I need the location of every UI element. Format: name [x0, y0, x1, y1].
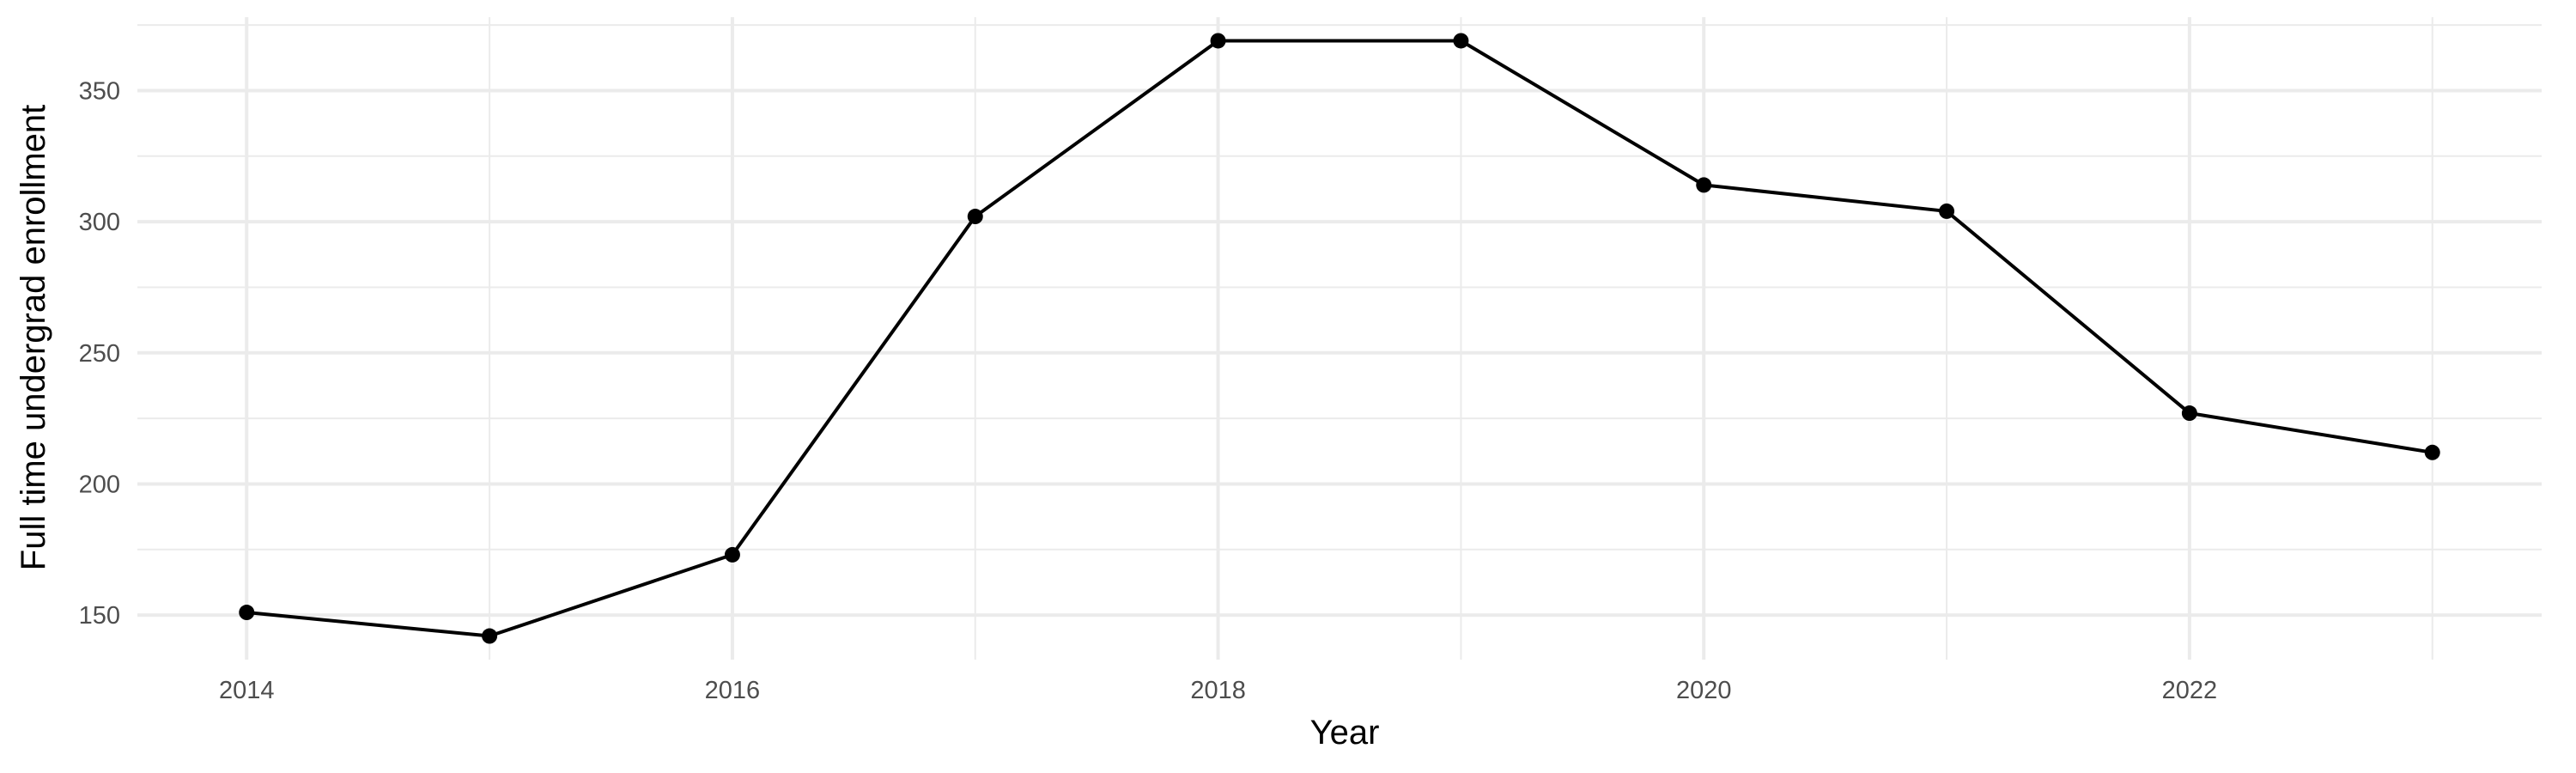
x-axis-title: Year: [1310, 714, 1380, 752]
minor-gridlines: [137, 17, 2542, 660]
data-point: [2181, 405, 2197, 422]
x-tick-label: 2016: [705, 677, 761, 704]
data-point: [2424, 444, 2440, 460]
x-tick-label: 2020: [1676, 677, 1732, 704]
data-point: [724, 546, 740, 563]
data-point: [967, 209, 983, 225]
y-axis-tick-labels: 150 200 250 300 350: [79, 77, 120, 630]
x-tick-label: 2022: [2162, 677, 2218, 704]
y-tick-label: 250: [79, 340, 120, 368]
y-axis-title: Full time undergrad enrollment: [15, 105, 52, 570]
x-tick-label: 2014: [219, 677, 275, 704]
x-axis-tick-labels: 2014 2016 2018 2020 2022: [219, 677, 2217, 704]
data-point: [482, 628, 498, 644]
y-tick-label: 150: [79, 602, 120, 630]
x-tick-label: 2018: [1190, 677, 1246, 704]
data-point: [1696, 177, 1712, 193]
data-point: [1210, 33, 1226, 49]
y-tick-label: 300: [79, 209, 120, 236]
data-point: [239, 605, 255, 621]
series-layer: [245, 39, 2434, 638]
major-gridlines: [137, 17, 2542, 660]
y-tick-label: 350: [79, 77, 120, 105]
data-point: [1453, 33, 1469, 49]
series-line: [245, 39, 2434, 638]
data-points: [239, 33, 2440, 644]
data-point: [1939, 203, 1955, 219]
y-tick-label: 200: [79, 471, 120, 498]
